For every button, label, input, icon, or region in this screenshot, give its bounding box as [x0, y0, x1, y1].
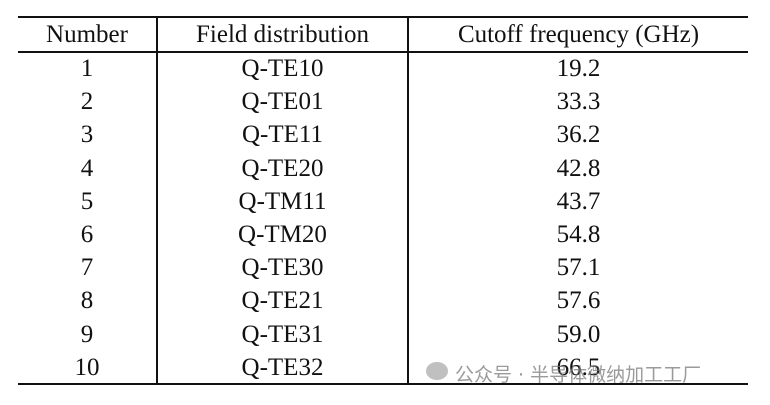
cell: 59.0 — [556, 320, 601, 348]
cell: 42.8 — [556, 154, 601, 182]
cell: 3 — [80, 121, 94, 149]
cell: 6 — [80, 221, 94, 248]
cell: 33.3 — [556, 88, 601, 116]
column-divider — [407, 16, 409, 385]
cell: Q-TE11 — [242, 121, 323, 149]
cell: Q-TE31 — [241, 320, 324, 348]
cell: 36.2 — [556, 121, 601, 149]
cell: 1 — [80, 55, 94, 82]
cell: 4 — [80, 154, 94, 182]
cell: 8 — [80, 287, 94, 315]
cell: 66.5 — [556, 353, 601, 381]
header-cell: Number — [46, 21, 128, 48]
cell: 5 — [80, 187, 94, 215]
cell: Q-TE32 — [241, 353, 324, 381]
cell: 10 — [74, 353, 100, 381]
cell: 2 — [80, 88, 94, 116]
bottom-rule — [18, 383, 748, 385]
cell: 57.6 — [556, 287, 601, 315]
cell: Q-TE20 — [241, 154, 324, 182]
cell: 19.2 — [556, 55, 601, 82]
cell: 9 — [80, 320, 94, 348]
cell: Q-TE01 — [241, 88, 324, 116]
column-divider — [156, 16, 158, 385]
cell: 57.1 — [556, 254, 601, 282]
cell: Q-TM11 — [238, 187, 327, 215]
watermark-icon — [426, 362, 448, 380]
top-rule — [18, 16, 748, 18]
cell: 54.8 — [556, 221, 601, 248]
cell: 7 — [80, 254, 94, 282]
cell: 43.7 — [556, 187, 601, 215]
cell: Q-TE10 — [241, 55, 324, 82]
cell: Q-TE21 — [241, 287, 324, 315]
header-cell: Field distribution — [196, 21, 369, 48]
watermark: 公众号 · 半导体微纳加工工厂 — [455, 364, 702, 386]
header-rule — [18, 51, 748, 53]
header-cell: Cutoff frequency (GHz) — [457, 21, 700, 48]
cell: Q-TM20 — [238, 221, 327, 248]
cell: Q-TE30 — [241, 254, 324, 282]
